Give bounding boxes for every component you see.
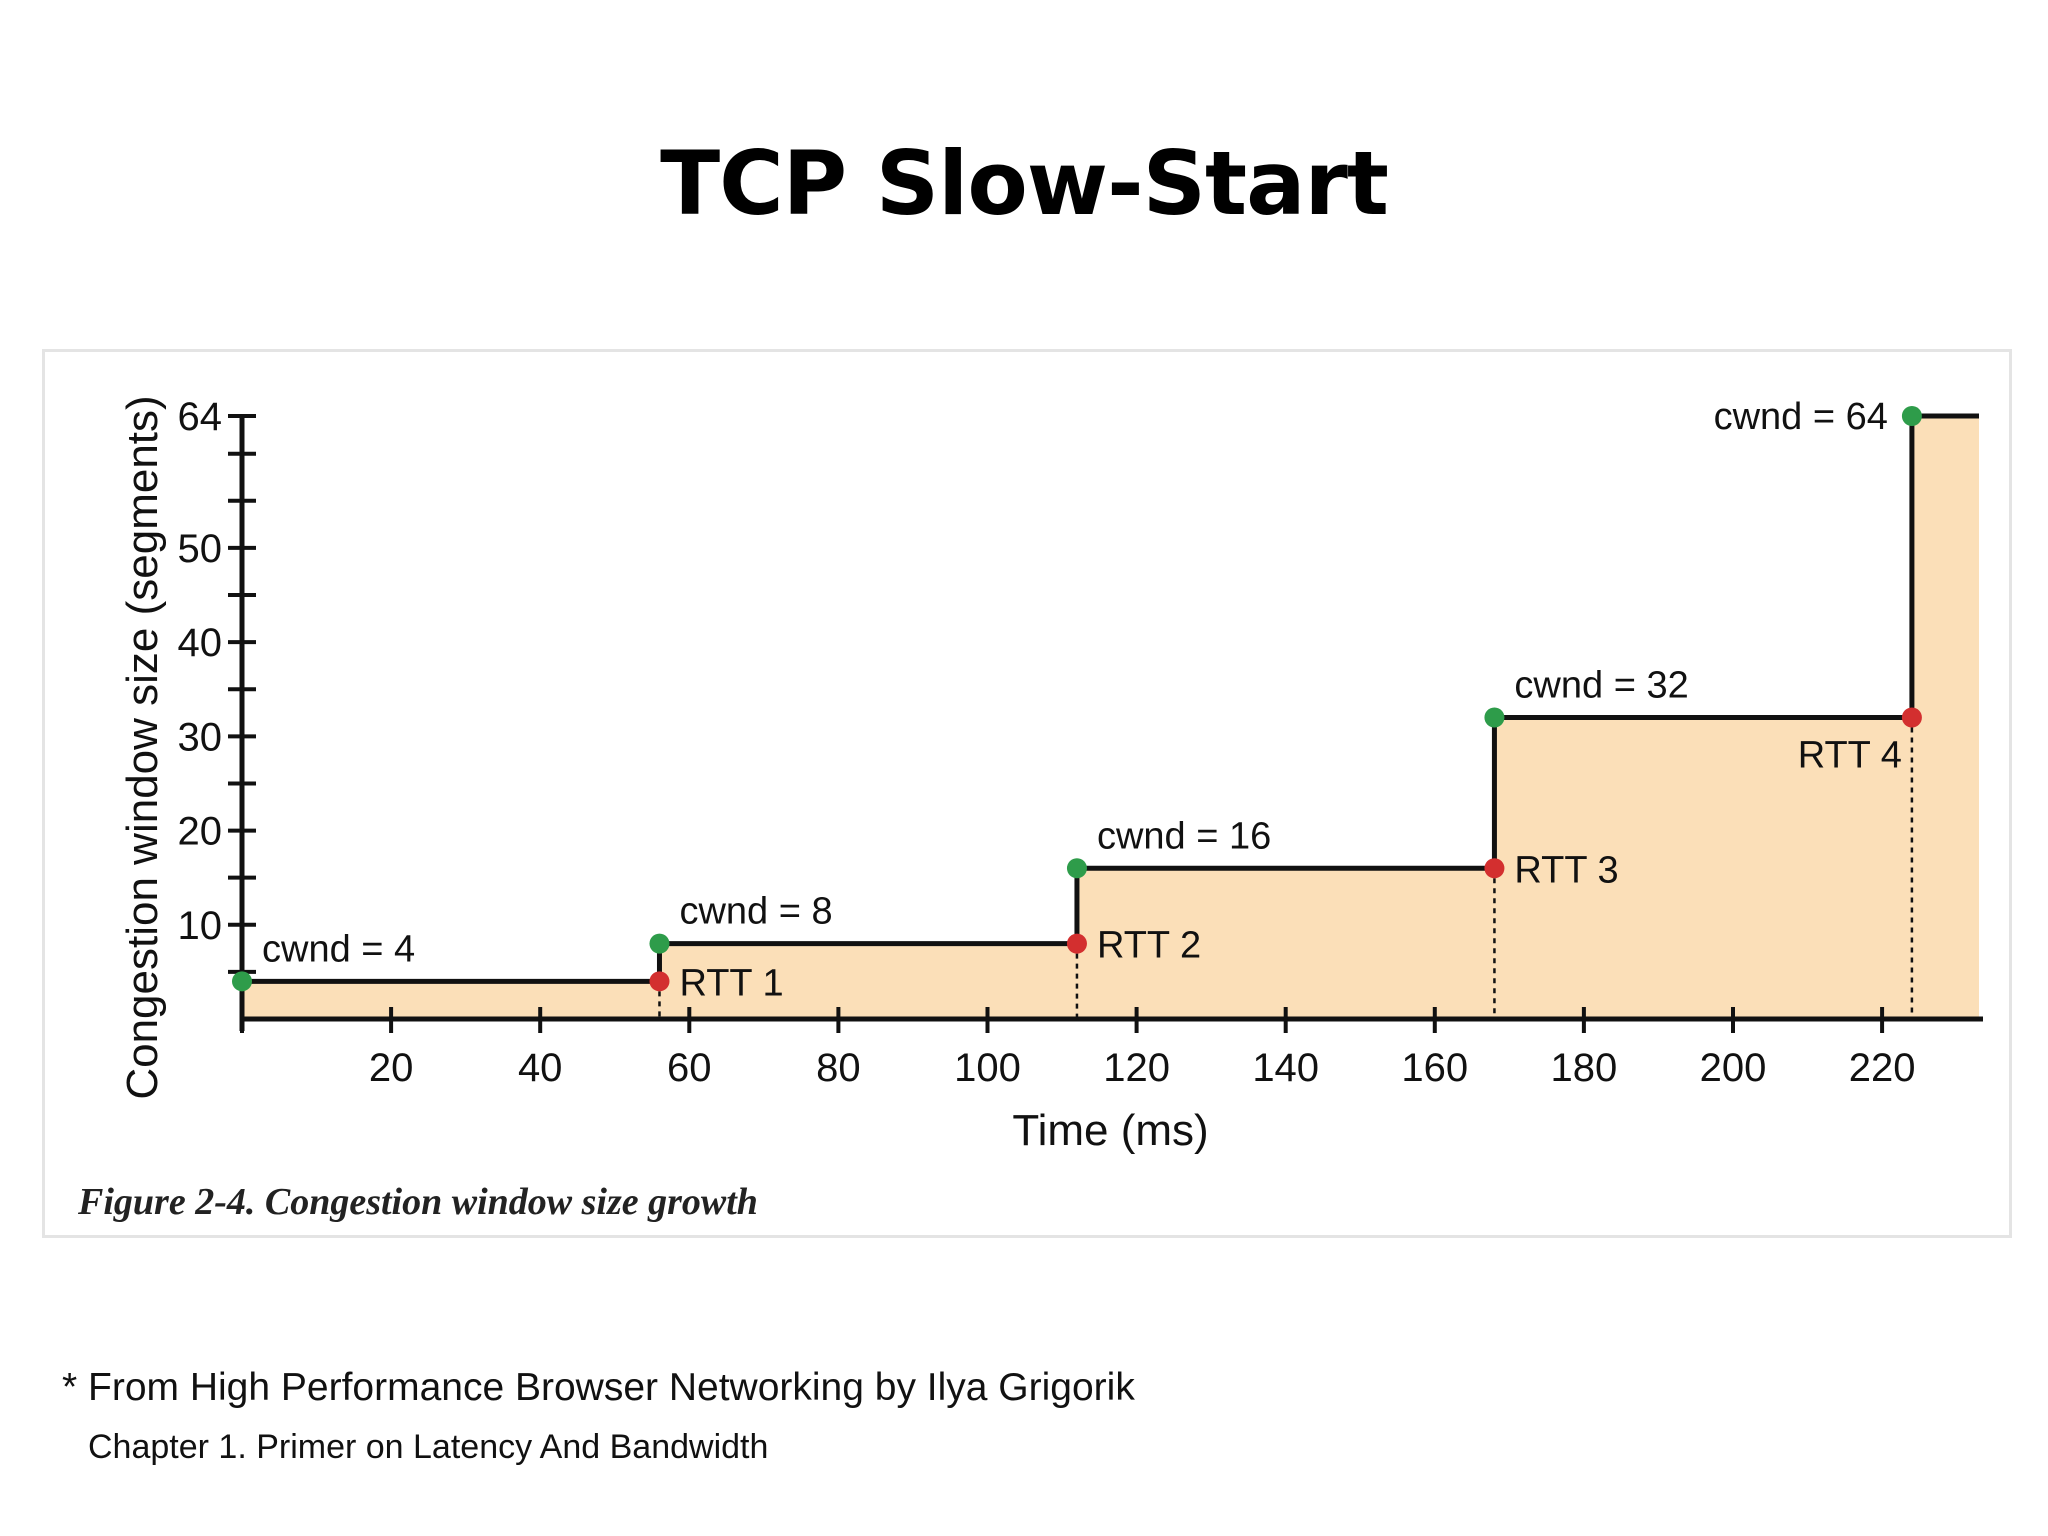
rtt-point-3: [1484, 858, 1505, 879]
x-tick-label-200: 200: [1700, 1046, 1767, 1090]
rtt-label-4: RTT 4: [1798, 735, 1902, 777]
y-tick-label-50: 50: [178, 527, 223, 571]
y-tick-label-10: 10: [178, 904, 223, 948]
area-fill: [242, 416, 1979, 1019]
cwnd-label-4: cwnd = 32: [1514, 665, 1688, 707]
y-tick-label-64: 64: [178, 395, 223, 439]
y-tick-label-40: 40: [178, 621, 223, 665]
rtt-label-1: RTT 1: [679, 962, 783, 1004]
figure-caption: Figure 2-4. Congestion window size growt…: [78, 1181, 758, 1223]
x-tick-label-120: 120: [1103, 1046, 1170, 1090]
figure-box: 10 20 30 40 50 64 20 40 60 80 100 120 140 160 180 200 22…: [42, 349, 2012, 1238]
x-axis-label: Time (ms): [1012, 1106, 1208, 1155]
source-footnote: * From High Performance Browser Networki…: [62, 1366, 1135, 1409]
rtt-label-2: RTT 2: [1097, 925, 1201, 967]
rtt-point-1: [649, 971, 670, 992]
slide-title: TCP Slow-Start: [660, 132, 1389, 235]
x-tick-label-160: 160: [1401, 1046, 1468, 1090]
cwnd-point-1: [232, 971, 252, 992]
cwnd-label-2: cwnd = 8: [679, 891, 832, 933]
rtt-point-4: [1901, 707, 1922, 728]
rtt-label-3: RTT 3: [1514, 849, 1618, 891]
x-tick-label-140: 140: [1252, 1046, 1319, 1090]
x-tick-label-60: 60: [667, 1046, 712, 1090]
x-tick-label-40: 40: [518, 1046, 563, 1090]
y-axis-label: Congestion window size (segments): [118, 395, 167, 1099]
cwnd-label-5: cwnd = 64: [1714, 396, 1888, 438]
cwnd-label-1: cwnd = 4: [262, 928, 415, 970]
chart: 10 20 30 40 50 64 20 40 60 80 100 120 140 160 180 200 22…: [118, 395, 1983, 1155]
cwnd-point-5: [1901, 406, 1922, 426]
cwnd-point-3: [1066, 858, 1087, 879]
rtt-point-2: [1066, 933, 1087, 954]
y-tick-label-30: 30: [178, 715, 223, 759]
x-tick-label-220: 220: [1849, 1046, 1916, 1090]
x-tick-label-80: 80: [816, 1046, 861, 1090]
y-tick-label-20: 20: [178, 810, 223, 854]
x-tick-label-180: 180: [1551, 1046, 1618, 1090]
x-tick-label-100: 100: [954, 1046, 1021, 1090]
x-tick-label-20: 20: [369, 1046, 414, 1090]
cwnd-label-3: cwnd = 16: [1097, 815, 1271, 857]
cwnd-point-2: [649, 933, 670, 954]
cwnd-step-line: [242, 413, 1979, 984]
chapter-footnote: Chapter 1. Primer on Latency And Bandwid…: [88, 1428, 769, 1466]
cwnd-point-4: [1484, 707, 1505, 728]
